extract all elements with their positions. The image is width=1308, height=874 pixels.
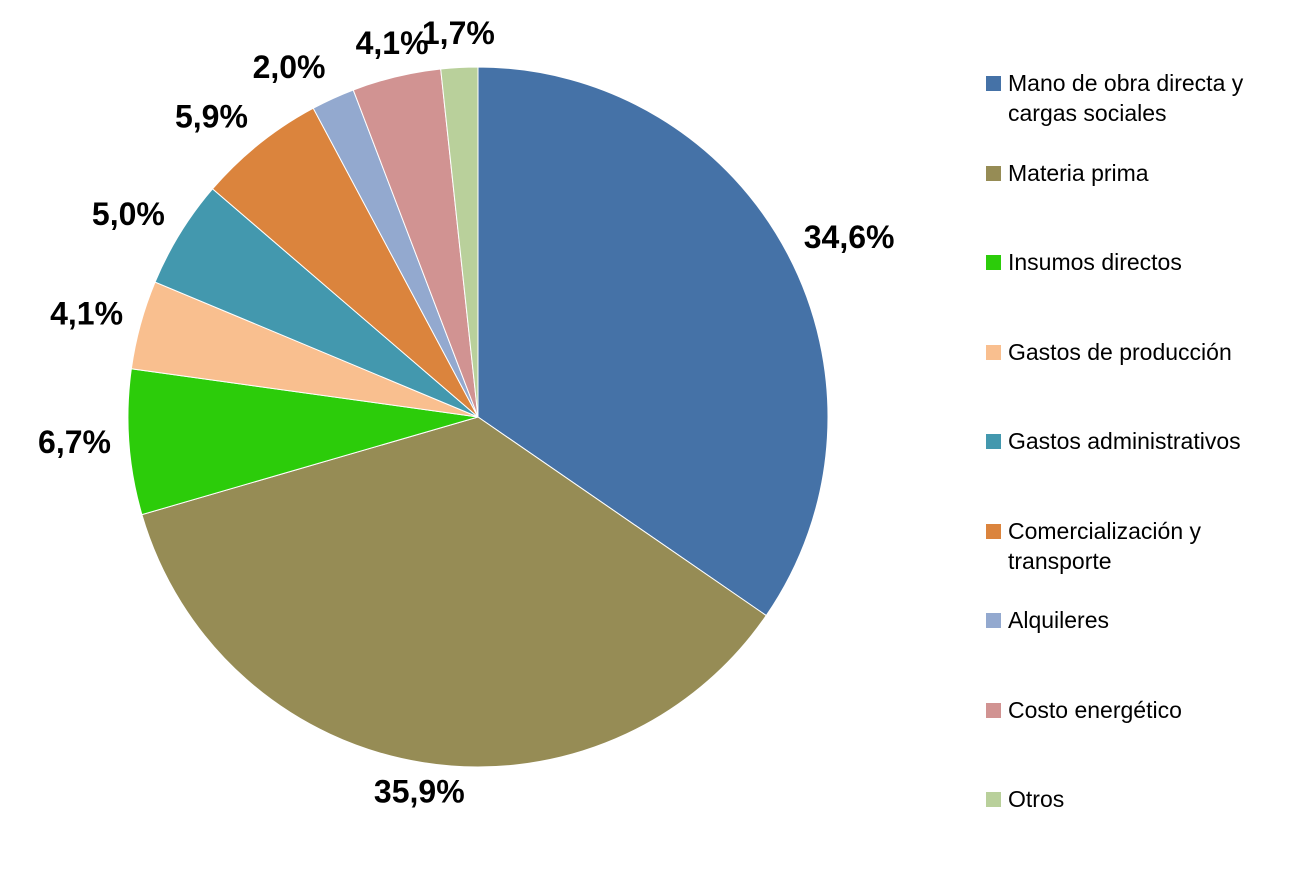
legend-label: Gastos de producción xyxy=(1008,338,1232,365)
data-label: 34,6% xyxy=(804,219,895,255)
legend-item: Alquileres xyxy=(986,605,1306,695)
legend-label: Insumos directos xyxy=(1008,249,1182,275)
legend-swatch xyxy=(986,76,1001,91)
legend-label: Mano de obra directa y cargas sociales xyxy=(1008,70,1244,126)
data-label: 6,7% xyxy=(38,424,111,460)
legend-label: Materia prima xyxy=(1008,159,1149,186)
data-label: 35,9% xyxy=(374,774,465,810)
legend-swatch xyxy=(986,702,1001,718)
legend-item: Materia prima xyxy=(986,158,1306,248)
legend-item: Costo energético xyxy=(986,695,1306,785)
pie-slice xyxy=(477,66,829,617)
page: {"chart_data": {"type": "pie", "categori… xyxy=(38,14,1244,812)
legend-label: Gastos administrativos xyxy=(1008,428,1241,454)
legend-swatch xyxy=(986,792,1001,807)
legend-label: Otros xyxy=(1008,786,1065,812)
pie-slice xyxy=(211,107,479,418)
legend-swatch xyxy=(986,434,1001,449)
data-label: 4,1% xyxy=(50,296,123,332)
legend-swatch xyxy=(986,344,1001,360)
pie-slice xyxy=(440,66,479,418)
legend-swatch xyxy=(986,613,1001,628)
pie-slice xyxy=(141,416,767,768)
legend: Mano de obra directa y cargas sociales Ma… xyxy=(986,68,1306,874)
legend-label: Costo energético xyxy=(1008,696,1182,723)
legend-item: Mano de obra directa y cargas sociales xyxy=(986,68,1306,158)
data-label: 1,7% xyxy=(422,15,495,51)
legend-item: Gastos de producción xyxy=(986,337,1306,427)
legend-item: Otros xyxy=(986,784,1306,874)
legend-item: Gastos administrativos xyxy=(986,426,1306,516)
legend-label: Comercialización y transporte xyxy=(1008,517,1202,574)
legend-label: Alquileres xyxy=(1008,607,1109,633)
data-label: 5,0% xyxy=(92,196,165,232)
legend-item: Insumos directos xyxy=(986,247,1306,337)
data-label: 4,1% xyxy=(356,25,429,61)
legend-swatch xyxy=(986,165,1001,181)
legend-swatch xyxy=(986,255,1001,270)
data-label: 5,9% xyxy=(175,98,248,134)
chart: 34,6%35,9%6,7%4,1%5,0%5,9%2,0%4,1%1,7% xyxy=(38,15,895,810)
legend-item: Comercialización y transporte xyxy=(986,516,1306,606)
legend-swatch xyxy=(986,523,1001,539)
data-label: 2,0% xyxy=(253,49,326,85)
